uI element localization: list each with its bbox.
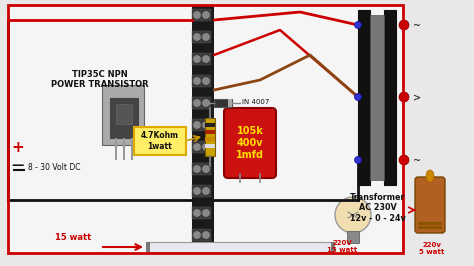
Circle shape bbox=[193, 56, 201, 63]
Bar bbox=[146, 242, 150, 252]
Circle shape bbox=[399, 20, 409, 30]
Text: Transformer
AC 230V
12v - 0 - 24v: Transformer AC 230V 12v - 0 - 24v bbox=[350, 193, 406, 223]
Circle shape bbox=[202, 143, 210, 151]
Circle shape bbox=[355, 22, 362, 28]
Ellipse shape bbox=[426, 170, 434, 182]
Circle shape bbox=[202, 210, 210, 217]
FancyBboxPatch shape bbox=[415, 177, 445, 233]
Bar bbox=[347, 231, 359, 243]
Bar bbox=[102, 85, 144, 145]
Bar bbox=[192, 163, 202, 175]
Bar bbox=[192, 185, 202, 197]
Text: —: — bbox=[12, 159, 24, 172]
Bar bbox=[418, 226, 442, 229]
Circle shape bbox=[335, 197, 371, 233]
Bar bbox=[370, 15, 384, 180]
Bar bbox=[201, 53, 211, 65]
Text: 15 watt: 15 watt bbox=[55, 232, 91, 242]
Text: 220v
5 watt: 220v 5 watt bbox=[419, 242, 445, 255]
Bar bbox=[228, 99, 232, 107]
Bar bbox=[205, 130, 215, 134]
Circle shape bbox=[193, 188, 201, 194]
Bar bbox=[192, 207, 202, 219]
Bar bbox=[201, 9, 211, 21]
Circle shape bbox=[193, 165, 201, 172]
Bar bbox=[214, 99, 232, 107]
Bar bbox=[358, 10, 370, 185]
Bar bbox=[201, 207, 211, 219]
Circle shape bbox=[193, 210, 201, 217]
Bar bbox=[384, 10, 396, 185]
Text: TIP35C NPN
POWER TRANSISTOR: TIP35C NPN POWER TRANSISTOR bbox=[51, 70, 149, 89]
Circle shape bbox=[193, 122, 201, 128]
Bar bbox=[201, 163, 211, 175]
Circle shape bbox=[193, 77, 201, 85]
Bar bbox=[192, 9, 202, 21]
Circle shape bbox=[202, 188, 210, 194]
Text: ~: ~ bbox=[413, 21, 421, 31]
Bar bbox=[192, 97, 202, 109]
Text: >: > bbox=[413, 93, 421, 103]
Bar bbox=[192, 141, 202, 153]
Bar bbox=[8, 5, 403, 253]
Circle shape bbox=[202, 34, 210, 40]
Bar bbox=[201, 141, 211, 153]
Circle shape bbox=[193, 11, 201, 19]
Bar bbox=[192, 53, 202, 65]
Circle shape bbox=[202, 11, 210, 19]
Circle shape bbox=[193, 34, 201, 40]
Circle shape bbox=[202, 56, 210, 63]
Circle shape bbox=[202, 165, 210, 172]
Bar bbox=[192, 75, 202, 87]
Text: 105k
400v
1mfd: 105k 400v 1mfd bbox=[236, 126, 264, 160]
Bar bbox=[192, 119, 202, 131]
Bar bbox=[192, 229, 202, 241]
Bar bbox=[201, 75, 211, 87]
FancyBboxPatch shape bbox=[134, 127, 186, 155]
Text: 220V
15 watt: 220V 15 watt bbox=[327, 240, 357, 253]
Text: ~: ~ bbox=[413, 156, 421, 166]
Bar bbox=[201, 229, 211, 241]
Text: 4.7Kohm
1watt: 4.7Kohm 1watt bbox=[141, 131, 179, 151]
Circle shape bbox=[399, 92, 409, 102]
Circle shape bbox=[355, 94, 362, 101]
Bar bbox=[8, 5, 403, 253]
Bar bbox=[116, 104, 132, 124]
Circle shape bbox=[193, 99, 201, 106]
Circle shape bbox=[202, 122, 210, 128]
Circle shape bbox=[202, 231, 210, 239]
Bar bbox=[110, 98, 138, 138]
Bar bbox=[205, 123, 215, 127]
Bar bbox=[201, 97, 211, 109]
Text: 8 - 30 Volt DC: 8 - 30 Volt DC bbox=[28, 164, 81, 172]
Bar bbox=[192, 31, 202, 43]
Circle shape bbox=[202, 77, 210, 85]
Circle shape bbox=[399, 155, 409, 165]
Text: IN 4007: IN 4007 bbox=[242, 99, 269, 105]
Bar bbox=[148, 242, 333, 252]
Text: +: + bbox=[12, 140, 24, 156]
Bar bbox=[115, 138, 117, 160]
FancyBboxPatch shape bbox=[224, 108, 276, 178]
Circle shape bbox=[355, 156, 362, 164]
Circle shape bbox=[193, 231, 201, 239]
Bar bbox=[131, 138, 133, 160]
Bar bbox=[192, 5, 214, 253]
Circle shape bbox=[193, 143, 201, 151]
Bar bbox=[201, 119, 211, 131]
Bar bbox=[123, 138, 125, 160]
Bar bbox=[201, 31, 211, 43]
Bar bbox=[205, 118, 215, 156]
Bar bbox=[205, 137, 215, 141]
Bar bbox=[205, 144, 215, 148]
Bar bbox=[331, 242, 335, 252]
Circle shape bbox=[202, 99, 210, 106]
Bar bbox=[201, 185, 211, 197]
Bar bbox=[418, 222, 442, 225]
